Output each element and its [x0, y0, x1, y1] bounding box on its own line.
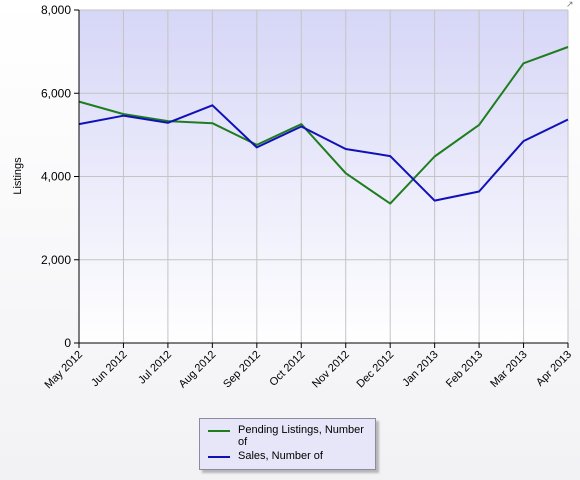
legend-entry-sales: Sales, Number of	[200, 450, 370, 462]
y-axis-label: Listings	[12, 157, 24, 195]
legend-swatch-sales	[208, 456, 230, 458]
legend-swatch-pending	[208, 430, 230, 432]
x-tick-label: Nov 2012	[310, 349, 352, 391]
grid-lines	[78, 9, 569, 343]
x-tick-label: Oct 2012	[267, 349, 307, 389]
x-tick-label: May 2012	[42, 349, 85, 392]
series-line-pending-listings	[78, 46, 569, 205]
x-tick-label: Feb 2013	[444, 349, 485, 390]
y-tick-label: 8,000	[41, 3, 71, 17]
legend-entry-pending: Pending Listings, Number of	[200, 424, 370, 448]
y-tick-label: 2,000	[41, 253, 71, 267]
y-tick-label: 0	[64, 336, 71, 350]
x-tick-label: Aug 2012	[177, 349, 219, 391]
x-tick-label: Jun 2012	[89, 349, 129, 389]
x-tick-label: Apr 2013	[534, 349, 574, 389]
y-axis-ticks: 0 2,000 4,000 6,000 8,000	[41, 3, 79, 350]
legend-label-sales: Sales, Number of	[238, 450, 323, 462]
series-lines	[78, 46, 569, 205]
x-tick-label: Mar 2013	[488, 349, 529, 390]
y-tick-label: 6,000	[41, 86, 71, 100]
resize-corner-icon[interactable]: ↗	[566, 0, 574, 9]
legend-label-pending: Pending Listings, Number of	[238, 424, 364, 448]
x-tick-label: Dec 2012	[355, 349, 397, 391]
series-line-sales	[78, 104, 569, 202]
y-tick-label: 4,000	[41, 170, 71, 184]
chart-legend: Pending Listings, Number of Sales, Numbe…	[199, 418, 376, 470]
x-tick-label: Jul 2012	[136, 349, 174, 387]
x-axis-ticks: May 2012 Jun 2012 Jul 2012 Aug 2012 Sep 2012…	[42, 343, 574, 391]
x-tick-label: Sep 2012	[221, 349, 263, 391]
x-tick-label: Jan 2013	[400, 349, 440, 389]
